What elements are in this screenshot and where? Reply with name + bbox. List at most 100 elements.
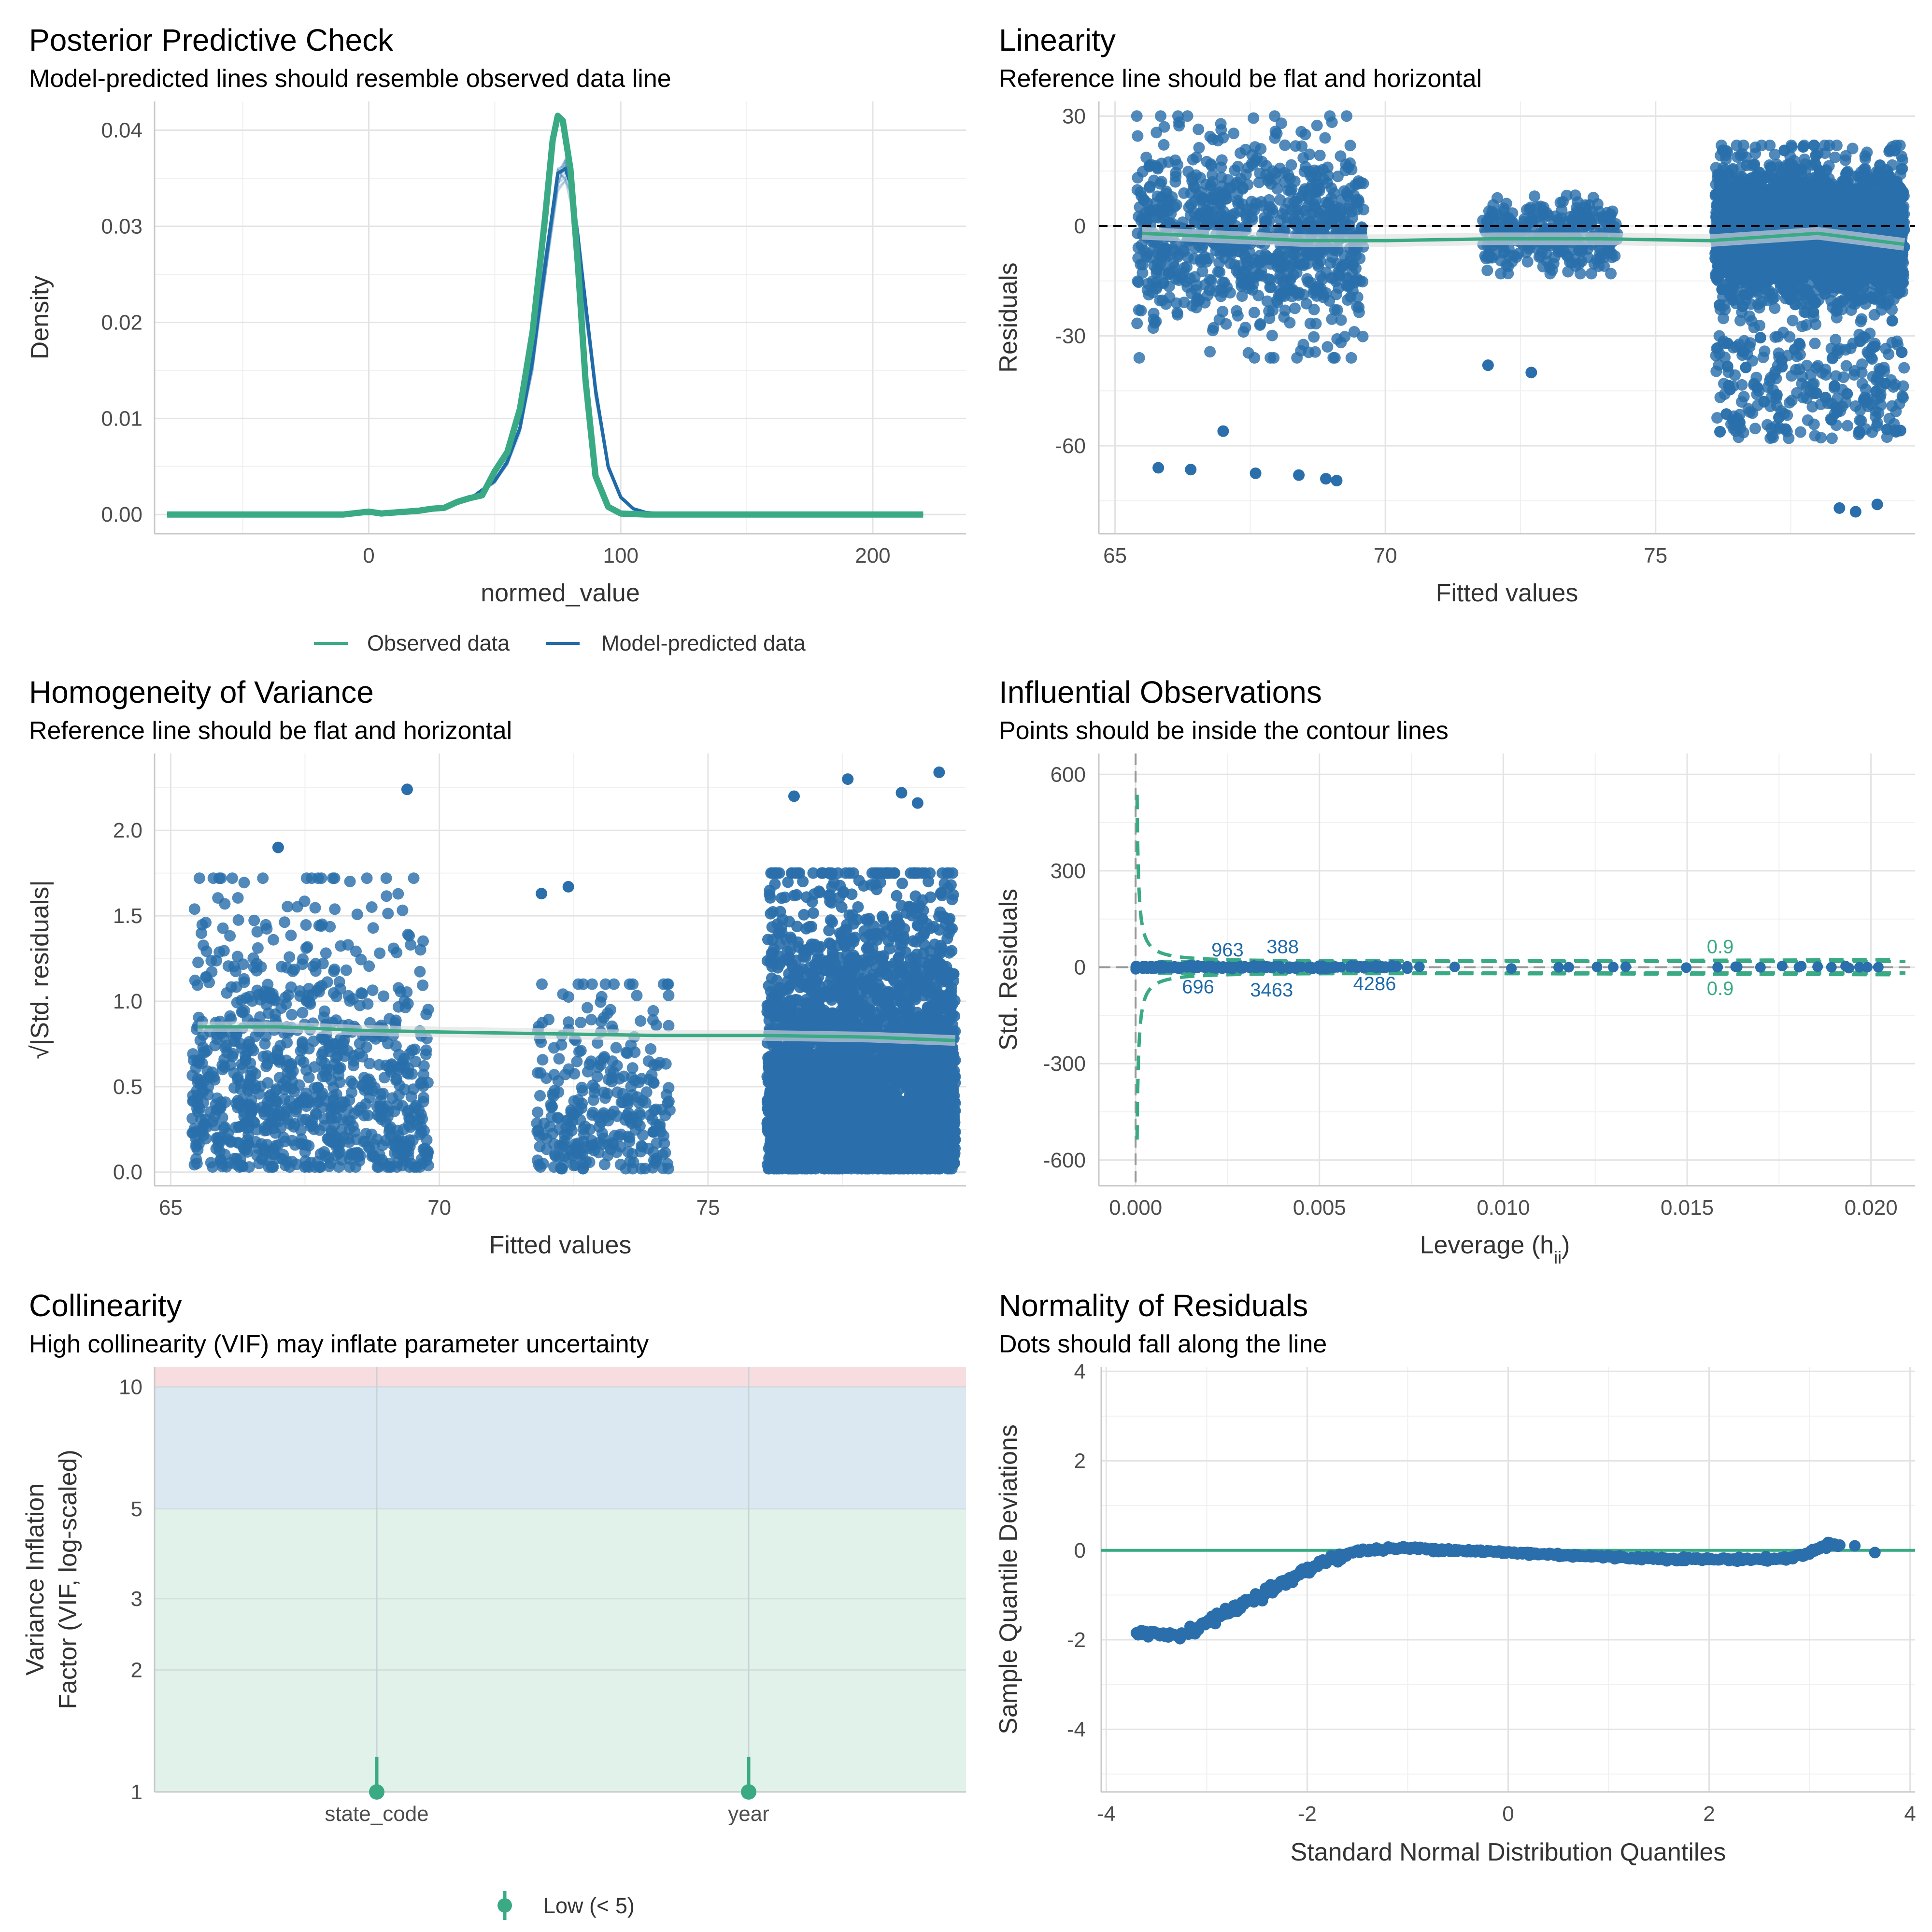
data-point xyxy=(1140,151,1152,163)
data-point xyxy=(1809,338,1821,350)
data-point xyxy=(1239,143,1251,156)
data-point xyxy=(1794,426,1806,438)
data-point xyxy=(1353,196,1365,208)
data-point xyxy=(1714,391,1726,403)
outlier-point xyxy=(1525,367,1537,379)
data-point xyxy=(1267,207,1279,219)
data-point xyxy=(1585,268,1597,280)
data-point xyxy=(1131,317,1143,329)
data-point xyxy=(1866,426,1878,438)
data-point xyxy=(1857,331,1869,343)
data-point xyxy=(1178,297,1190,309)
data-point xyxy=(1187,154,1199,166)
data-point xyxy=(1261,251,1273,263)
data-point xyxy=(1319,132,1331,144)
data-point xyxy=(1749,423,1761,435)
data-point xyxy=(1890,283,1902,295)
data-point xyxy=(1820,369,1832,381)
data-point xyxy=(1856,185,1868,198)
data-point xyxy=(1315,270,1327,282)
y-tick-label: 1.0 xyxy=(113,990,142,1013)
data-point xyxy=(1830,275,1842,287)
data-point xyxy=(1279,139,1291,151)
data-point xyxy=(252,942,264,954)
data-point xyxy=(1889,145,1901,156)
outlier-point xyxy=(1331,475,1343,487)
data-point xyxy=(1885,196,1897,208)
data-point xyxy=(1710,365,1722,377)
data-point xyxy=(1132,275,1144,287)
data-point xyxy=(1789,298,1801,311)
data-point xyxy=(1754,332,1766,344)
data-point xyxy=(1800,288,1812,300)
outlier-point xyxy=(1320,473,1332,485)
data-point xyxy=(1314,149,1326,161)
data-point xyxy=(1770,262,1782,274)
data-point xyxy=(1826,432,1838,444)
data-point xyxy=(1814,202,1826,214)
x-tick-label: 0 xyxy=(363,544,374,568)
data-point xyxy=(1213,257,1225,269)
observed-density-line xyxy=(167,113,923,518)
data-point xyxy=(1329,304,1341,316)
data-point xyxy=(1291,352,1303,364)
data-point xyxy=(1829,199,1841,211)
data-point xyxy=(1143,160,1155,172)
data-point xyxy=(1481,264,1493,276)
data-point xyxy=(1215,171,1227,184)
data-point xyxy=(1222,243,1234,255)
data-point xyxy=(1225,182,1237,194)
data-point xyxy=(1261,295,1273,307)
data-point xyxy=(1345,291,1357,303)
data-point xyxy=(1232,195,1244,207)
data-point xyxy=(1255,143,1267,155)
data-point xyxy=(1890,176,1903,188)
data-point xyxy=(1738,289,1750,301)
data-point xyxy=(1231,305,1243,317)
data-point xyxy=(1334,208,1346,220)
data-point xyxy=(1562,266,1574,278)
data-point xyxy=(1341,187,1353,199)
data-point xyxy=(1880,298,1892,311)
data-point xyxy=(1831,312,1843,324)
data-point xyxy=(1228,128,1240,140)
chart-subtitle: Reference line should be flat and horizo… xyxy=(999,65,1482,93)
data-point xyxy=(1178,187,1190,199)
data-point xyxy=(1751,381,1763,393)
data-point xyxy=(1841,167,1853,179)
data-point xyxy=(1144,204,1156,216)
data-point xyxy=(1729,222,1741,234)
data-point xyxy=(1152,212,1165,224)
data-point xyxy=(1229,164,1241,176)
data-point xyxy=(1890,426,1902,438)
data-point xyxy=(1736,274,1748,286)
data-point xyxy=(1350,262,1362,274)
data-point xyxy=(1295,126,1307,138)
data-point xyxy=(1723,194,1735,206)
data-point xyxy=(1875,182,1888,193)
data-point xyxy=(1193,142,1205,154)
data-point xyxy=(1748,158,1761,170)
x-tick-label: 75 xyxy=(696,1196,720,1220)
data-point xyxy=(1820,272,1832,284)
chart-subtitle: Model-predicted lines should resemble ob… xyxy=(29,65,671,93)
data-point xyxy=(1729,256,1741,268)
data-point xyxy=(1254,167,1266,179)
data-point xyxy=(1829,380,1841,392)
data-point xyxy=(1249,352,1261,364)
outlier-point xyxy=(1482,359,1494,371)
data-point xyxy=(1714,185,1726,197)
x-tick-label: 65 xyxy=(1103,544,1127,568)
data-point xyxy=(1749,147,1762,159)
data-point xyxy=(1276,287,1288,299)
data-point xyxy=(1548,257,1560,270)
outlier-point xyxy=(1250,467,1262,479)
data-point xyxy=(1598,252,1609,264)
data-point xyxy=(1216,154,1228,166)
data-point xyxy=(1738,346,1750,358)
data-point xyxy=(1353,306,1365,318)
data-point xyxy=(1856,262,1868,274)
data-point xyxy=(1204,346,1216,358)
data-point xyxy=(1789,343,1801,355)
